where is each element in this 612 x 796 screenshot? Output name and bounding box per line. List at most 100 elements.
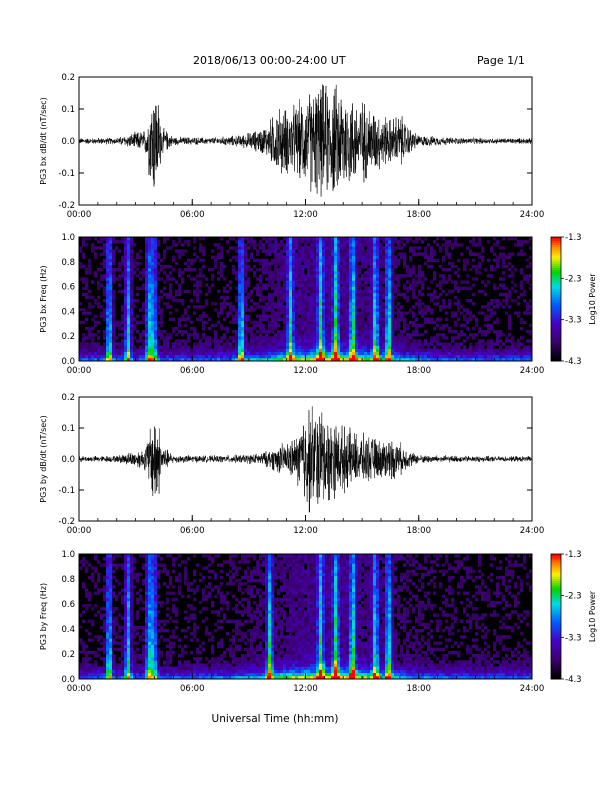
- spectrogram-cell: [313, 290, 316, 293]
- spectrogram-cell: [439, 249, 442, 252]
- spectrogram-cell: [439, 246, 442, 249]
- spectrogram-cell: [241, 296, 244, 299]
- spectrogram-cell: [106, 576, 109, 579]
- spectrogram-cell: [127, 667, 130, 670]
- spectrogram-cell: [415, 318, 418, 321]
- spectrogram-cell: [106, 256, 109, 259]
- spectrogram-cell: [334, 321, 337, 324]
- spectrogram-cell: [301, 277, 304, 280]
- spectrogram-cell: [505, 349, 508, 352]
- spectrogram-cell: [151, 237, 154, 240]
- spectrogram-cell: [331, 321, 334, 324]
- spectrogram-cell: [520, 342, 523, 345]
- spectrogram-cell: [196, 318, 199, 321]
- spectrogram-cell: [169, 554, 172, 557]
- spectrogram-cell: [376, 262, 379, 265]
- colorbar-tick-label: -2.3: [565, 274, 582, 284]
- spectrogram-cell: [376, 280, 379, 283]
- spectrogram-cell: [520, 349, 523, 352]
- spectrogram-cell: [292, 352, 295, 355]
- spectrogram-cell: [433, 274, 436, 277]
- spectrogram-cell: [505, 352, 508, 355]
- spectrogram-cell: [124, 352, 127, 355]
- spectrogram-cell: [367, 321, 370, 324]
- spectrogram-cell: [481, 346, 484, 349]
- spectrogram-cell: [136, 293, 139, 296]
- y-tick-label: 0.2: [61, 73, 75, 83]
- spectrogram-cell: [154, 576, 157, 579]
- spectrogram-cell: [109, 570, 112, 573]
- spectrogram-cell: [85, 654, 88, 657]
- spectrogram-cell: [118, 355, 121, 358]
- spectrogram-cell: [427, 265, 430, 268]
- spectrogram-cell: [235, 321, 238, 324]
- spectrogram-cell: [271, 315, 274, 318]
- spectrogram-cell: [385, 240, 388, 243]
- spectrogram-cell: [475, 271, 478, 274]
- spectrogram-cell: [196, 352, 199, 355]
- spectrogram-cell: [88, 604, 91, 607]
- spectrogram-cell: [160, 308, 163, 311]
- spectrogram-cell: [334, 305, 337, 308]
- spectrogram-cell: [379, 290, 382, 293]
- spectrogram-cell: [328, 315, 331, 318]
- spectrogram-cell: [298, 265, 301, 268]
- spectrogram-cell: [307, 280, 310, 283]
- spectrogram-cell: [298, 240, 301, 243]
- spectrogram-cell: [421, 308, 424, 311]
- spectrogram-cell: [112, 570, 115, 573]
- spectrogram-cell: [298, 277, 301, 280]
- spectrogram-cell: [124, 280, 127, 283]
- spectrogram-cell: [328, 302, 331, 305]
- spectrogram-cell: [355, 330, 358, 333]
- spectrogram-cell: [301, 308, 304, 311]
- spectrogram-cell: [151, 293, 154, 296]
- spectrogram-cell: [433, 352, 436, 355]
- spectrogram-cell: [106, 324, 109, 327]
- spectrogram-cell: [274, 302, 277, 305]
- spectrogram-cell: [340, 256, 343, 259]
- spectrogram-cell: [229, 321, 232, 324]
- spectrogram-cell: [193, 259, 196, 262]
- spectrogram-cell: [346, 290, 349, 293]
- spectrogram-cell: [124, 265, 127, 268]
- spectrogram-cell: [202, 355, 205, 358]
- spectrogram-cell: [304, 240, 307, 243]
- spectrogram-cell: [295, 311, 298, 314]
- spectrogram-cell: [157, 660, 160, 663]
- spectrogram-cell: [373, 290, 376, 293]
- spectrogram-cell: [403, 339, 406, 342]
- spectrogram-cell: [325, 302, 328, 305]
- spectrogram-cell: [169, 336, 172, 339]
- spectrogram-cell: [121, 626, 124, 629]
- spectrogram-cell: [262, 352, 265, 355]
- spectrogram-cell: [205, 277, 208, 280]
- spectrogram-cell: [268, 315, 271, 318]
- spectrogram-cell: [133, 567, 136, 570]
- spectrogram-cell: [139, 352, 142, 355]
- spectrogram-cell: [127, 321, 130, 324]
- spectrogram-cell: [97, 576, 100, 579]
- spectrogram-cell: [316, 305, 319, 308]
- spectrogram-cell: [124, 660, 127, 663]
- spectrogram-cell: [346, 280, 349, 283]
- spectrogram-cell: [391, 262, 394, 265]
- spectrogram-cell: [217, 290, 220, 293]
- spectrogram-cell: [199, 237, 202, 240]
- spectrogram-cell: [331, 318, 334, 321]
- spectrogram-cell: [400, 311, 403, 314]
- spectrogram-cell: [151, 660, 154, 663]
- spectrogram-cell: [211, 339, 214, 342]
- spectrogram-cell: [142, 579, 145, 582]
- spectrogram-cell: [394, 277, 397, 280]
- spectrogram-cell: [376, 336, 379, 339]
- spectrogram-cell: [97, 287, 100, 290]
- spectrogram-cell: [106, 642, 109, 645]
- spectrogram-cell: [337, 308, 340, 311]
- spectrogram-cell: [343, 333, 346, 336]
- spectrogram-cell: [340, 315, 343, 318]
- spectrogram-cell: [451, 330, 454, 333]
- spectrogram-cell: [418, 308, 421, 311]
- spectrogram-cell: [289, 305, 292, 308]
- spectrogram-cell: [340, 296, 343, 299]
